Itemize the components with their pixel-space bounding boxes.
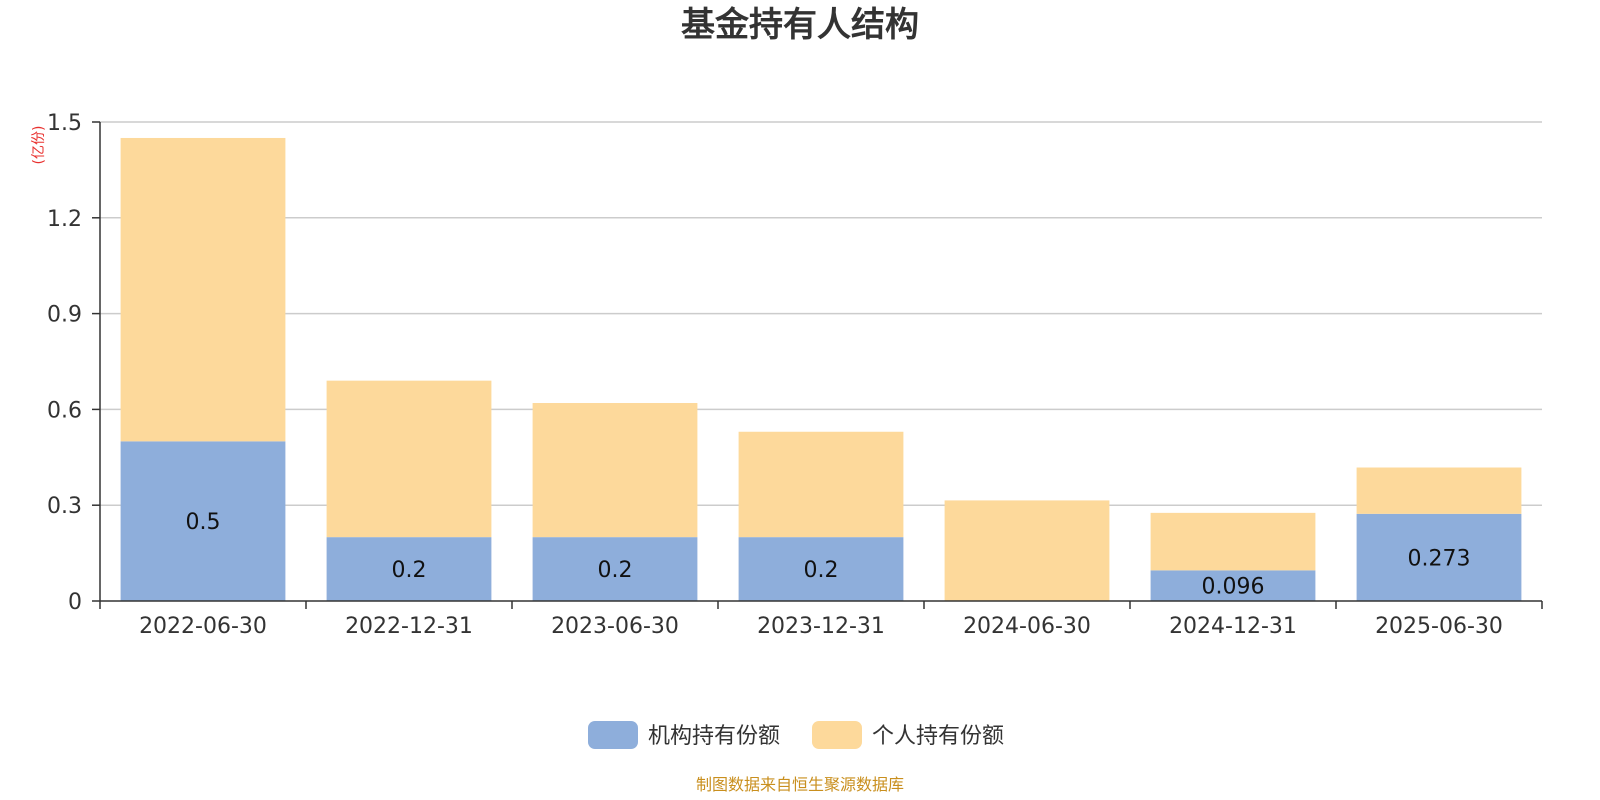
data-label: 0.2 (392, 558, 427, 583)
institutional-bar (738, 537, 904, 601)
data-label: 0.096 (1202, 575, 1265, 600)
y-axis-unit: (亿份) (31, 126, 47, 165)
individual-bar (532, 403, 698, 538)
x-tick-label: 2024-06-30 (963, 614, 1091, 639)
data-label: 0.5 (186, 510, 221, 535)
y-tick-label: 1.5 (47, 111, 82, 136)
x-tick-label: 2023-06-30 (551, 614, 679, 639)
data-source-note: 制图数据来自恒生聚源数据库 (696, 775, 904, 794)
y-tick-label: 1.2 (47, 207, 82, 232)
individual-bar (738, 431, 904, 538)
individual-bar (1150, 512, 1316, 571)
y-tick-label: 0 (68, 590, 82, 615)
chart-title: 基金持有人结构 (681, 5, 919, 45)
y-tick-label: 0.9 (47, 303, 82, 328)
axes: 0 0.3 0.6 0.9 1.2 1.5 2022-06-30 2022-12-31 2023… (47, 111, 1543, 639)
institutional-bar (326, 537, 492, 601)
legend-item-institutional[interactable]: 机构持有份额 (588, 721, 780, 749)
institutional-bar (1150, 570, 1316, 601)
legend-swatch (588, 721, 638, 749)
y-tick-label: 0.3 (47, 494, 82, 519)
data-label: 0.2 (598, 558, 633, 583)
data-label: 0.2 (804, 558, 839, 583)
legend-label: 个人持有份额 (872, 724, 1004, 749)
data-label: 0.273 (1408, 546, 1471, 571)
x-tick-label: 2022-12-31 (345, 614, 473, 639)
x-tick-label: 2025-06-30 (1375, 614, 1503, 639)
legend-swatch (812, 721, 862, 749)
legend-label: 机构持有份额 (648, 724, 780, 749)
individual-bar (1356, 467, 1522, 514)
institutional-bar (532, 537, 698, 601)
bars: 0.5 0.2 0.2 0.2 0.096 0.273 (120, 137, 1522, 601)
institutional-bar (1356, 513, 1522, 601)
individual-bar (120, 137, 286, 442)
legend-item-individual[interactable]: 个人持有份额 (812, 721, 1004, 749)
y-tick-label: 0.6 (47, 398, 82, 423)
individual-bar (944, 500, 1110, 601)
individual-bar (326, 380, 492, 538)
institutional-bar (120, 441, 286, 601)
x-tick-label: 2023-12-31 (757, 614, 885, 639)
x-tick-label: 2024-12-31 (1169, 614, 1297, 639)
x-tick-label: 2022-06-30 (139, 614, 267, 639)
legend[interactable]: 机构持有份额 个人持有份额 (588, 721, 1004, 749)
